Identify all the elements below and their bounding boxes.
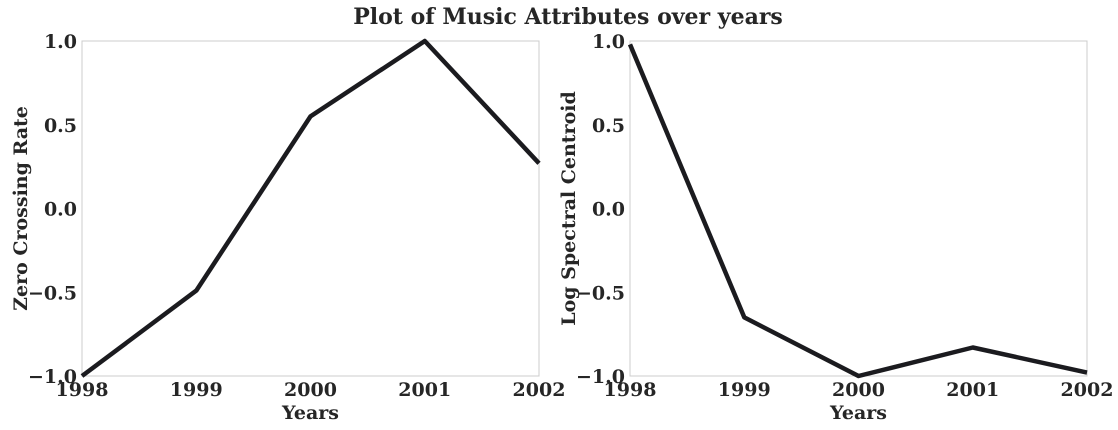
zcr-series-line-0	[80, 38, 541, 378]
lsc-series-line-0	[627, 43, 1088, 379]
zcr-x-axis-label: Years	[281, 402, 339, 424]
zcr-x-tick-label: 1998	[56, 379, 109, 401]
zero-crossing-rate-chart: 1998 1999 2000 2001 2002 −1.0 −0.5 0.0 0.5 1.0 Yea…	[10, 31, 565, 424]
zcr-x-tick-label: 2000	[284, 379, 337, 401]
figure-title: Plot of Music Attributes over years	[353, 4, 783, 30]
lsc-y-axis-label: Log Spectral Centroid	[558, 91, 580, 326]
zcr-y-tick-label: 0.0	[44, 199, 77, 221]
lsc-y-tick-label: −1.0	[576, 366, 625, 388]
lsc-x-tick-label: 2001	[946, 379, 999, 401]
lsc-y-tick-label: 0.0	[592, 199, 625, 221]
zcr-y-tick-label: 1.0	[44, 31, 77, 53]
zcr-x-tick-label: 1999	[170, 379, 223, 401]
zcr-y-tick-label: 0.5	[44, 115, 77, 137]
lsc-x-axis-label: Years	[829, 402, 887, 424]
zcr-y-tick-label: −0.5	[28, 282, 77, 304]
lsc-x-tick-label: 2002	[1061, 379, 1114, 401]
lsc-x-tick-label: 1998	[604, 379, 657, 401]
zcr-x-tick-label: 2002	[513, 379, 566, 401]
zcr-plot-frame	[81, 40, 540, 377]
zcr-y-axis-label: Zero Crossing Rate	[10, 106, 32, 311]
zcr-y-tick-label: −1.0	[28, 366, 77, 388]
log-spectral-centroid-chart: 1998 1999 2000 2001 2002 −1.0 −0.5 0.0 0.5 1.0 Yea…	[558, 31, 1113, 424]
lsc-y-tick-label: 0.5	[592, 115, 625, 137]
lsc-x-tick-label: 2000	[832, 379, 885, 401]
zcr-x-tick-label: 2001	[398, 379, 451, 401]
lsc-y-tick-label: 1.0	[592, 31, 625, 53]
lsc-y-tick-label: −0.5	[576, 282, 625, 304]
lsc-x-tick-label: 1999	[718, 379, 771, 401]
